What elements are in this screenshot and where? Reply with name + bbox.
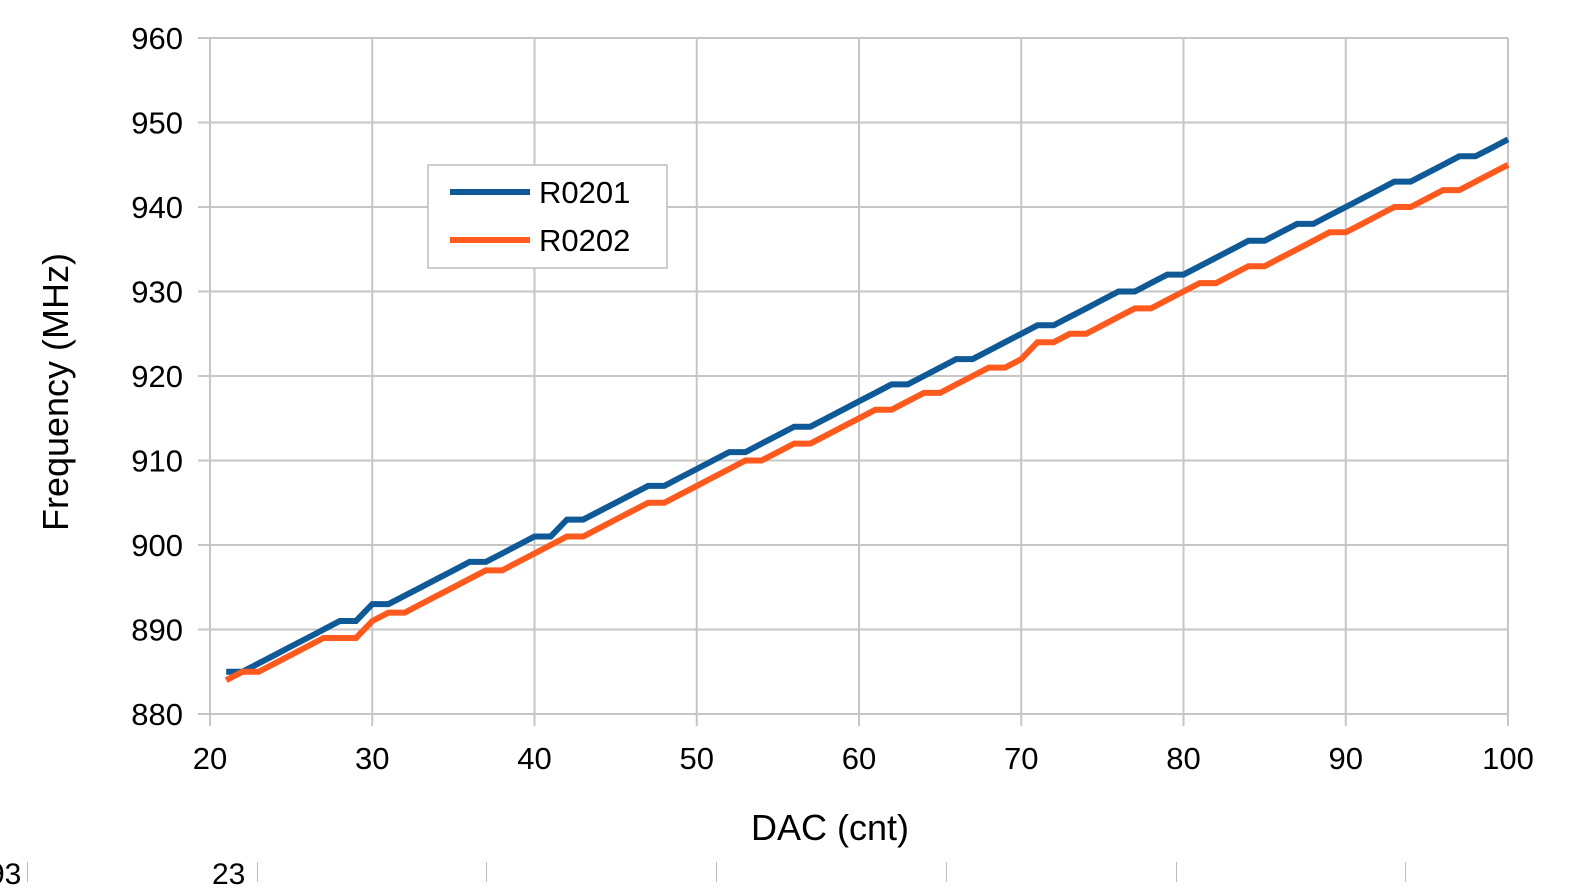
x-tick-labels: 20 30 40 50 60 70 80 90 100	[193, 741, 1534, 776]
x-tick-label: 80	[1166, 741, 1200, 776]
y-tick-label: 890	[131, 613, 183, 648]
cell-divider	[946, 862, 947, 882]
y-tick-label: 950	[131, 106, 183, 141]
y-axis-title: Frequency (MHz)	[35, 253, 76, 531]
series-line-r0202	[224, 162, 1510, 683]
x-axis-title: DAC (cnt)	[751, 807, 909, 848]
series-line-r0201	[226, 136, 1510, 675]
spreadsheet-cell[interactable]: 93	[0, 858, 22, 891]
series-lines	[224, 136, 1510, 683]
legend-label-r0202: R0202	[539, 223, 630, 258]
legend-box	[427, 164, 668, 269]
y-tick-label: 920	[131, 359, 183, 394]
x-tick-label: 50	[680, 741, 714, 776]
y-tick-label: 900	[131, 528, 183, 563]
y-tick-label: 880	[131, 697, 183, 732]
x-tick-label: 20	[193, 741, 227, 776]
y-tick-labels: 880 890 900 910 920 930 940 950 960	[131, 21, 183, 732]
x-tick-label: 60	[842, 741, 876, 776]
cell-divider	[1405, 862, 1406, 882]
legend: R0201 R0202	[427, 164, 668, 269]
grid	[198, 37, 1509, 726]
x-tick-label: 70	[1004, 741, 1038, 776]
x-tick-label: 100	[1482, 741, 1534, 776]
y-tick-label: 940	[131, 190, 183, 225]
x-tick-label: 90	[1329, 741, 1363, 776]
x-tick-label: 30	[355, 741, 389, 776]
cell-divider	[1176, 862, 1177, 882]
y-tick-label: 930	[131, 275, 183, 310]
cell-divider	[716, 862, 717, 882]
y-tick-label: 960	[131, 21, 183, 56]
spreadsheet-cell[interactable]: 23	[212, 858, 246, 891]
cell-divider	[257, 862, 258, 882]
x-tick-label: 40	[517, 741, 551, 776]
y-tick-label: 910	[131, 444, 183, 479]
legend-label-r0201: R0201	[539, 175, 630, 210]
cell-divider	[486, 862, 487, 882]
cell-divider	[27, 862, 28, 882]
